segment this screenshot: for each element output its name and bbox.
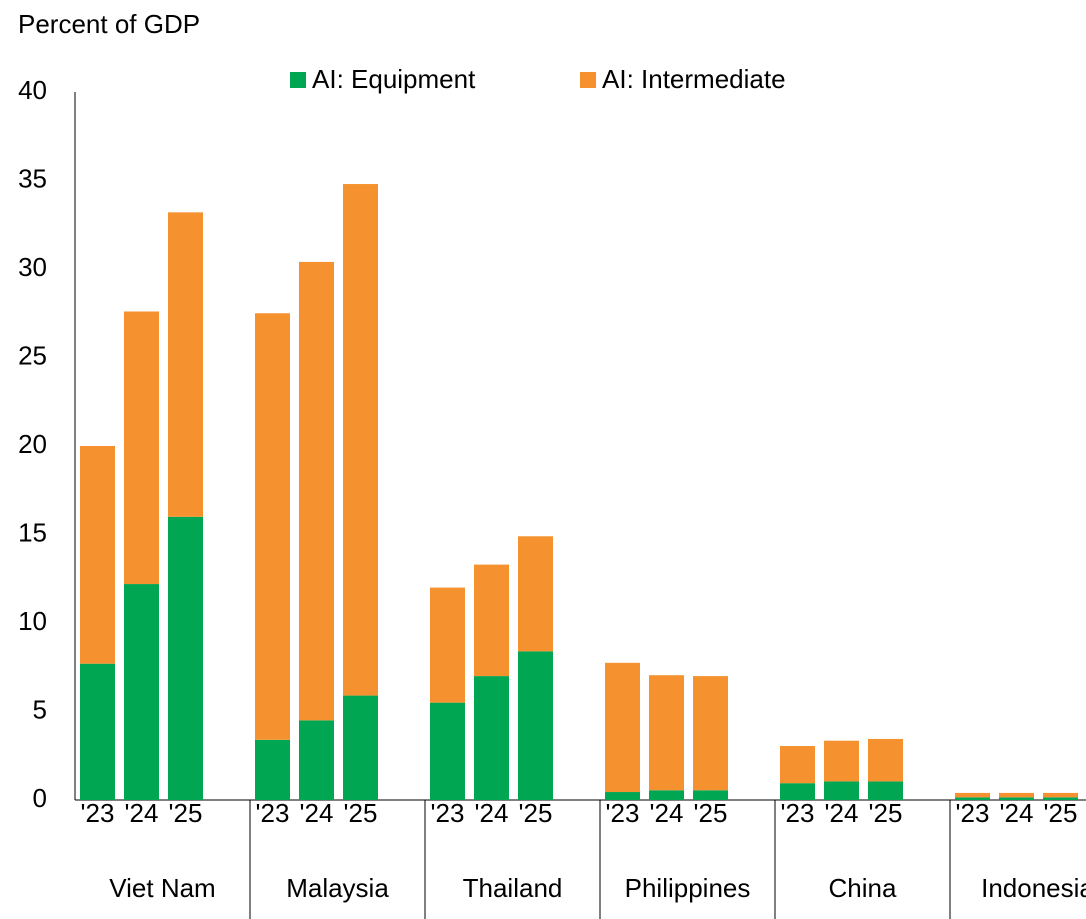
y-tick-label: 5 <box>33 694 47 724</box>
x-tick-label: '24 <box>475 798 509 828</box>
x-tick-label: '23 <box>256 798 290 828</box>
bar-segment <box>649 675 684 791</box>
x-tick-label: '25 <box>1044 798 1078 828</box>
bar-segment <box>999 797 1034 800</box>
legend-label: AI: Equipment <box>312 64 476 94</box>
x-tick-label: '23 <box>956 798 990 828</box>
x-tick-label: '24 <box>650 798 684 828</box>
bar-segment <box>168 212 203 517</box>
bar-segment <box>124 584 159 800</box>
bar-segment <box>649 790 684 800</box>
x-tick-label: '24 <box>1000 798 1034 828</box>
group-label: Indonesia <box>981 873 1086 903</box>
bar-segment <box>605 662 640 793</box>
bar-segment <box>693 790 728 800</box>
bar-segment <box>474 564 509 677</box>
bar-segment <box>255 313 290 740</box>
legend-swatch <box>290 72 306 88</box>
bar-segment <box>780 783 815 800</box>
bar-segment <box>955 797 990 800</box>
y-tick-label: 20 <box>18 429 47 459</box>
bar-segment <box>518 536 553 652</box>
bar-segment <box>693 676 728 791</box>
bar-segment <box>124 311 159 585</box>
x-tick-label: '23 <box>431 798 465 828</box>
bar-segment <box>255 739 290 800</box>
bar-segment <box>824 781 859 800</box>
y-tick-label: 30 <box>18 252 47 282</box>
group-label: Thailand <box>463 873 563 903</box>
bar-segment <box>343 184 378 696</box>
x-tick-label: '25 <box>169 798 203 828</box>
bar-segment <box>430 587 465 703</box>
x-tick-label: '23 <box>81 798 115 828</box>
bar-segment <box>80 446 115 664</box>
x-tick-label: '23 <box>606 798 640 828</box>
x-tick-label: '24 <box>300 798 334 828</box>
x-tick-label: '25 <box>869 798 903 828</box>
bar-segment <box>999 792 1034 798</box>
legend-swatch <box>580 72 596 88</box>
bar-segment <box>1043 792 1078 798</box>
group-label: Viet Nam <box>109 873 215 903</box>
bar-segment <box>780 746 815 784</box>
bar-segment <box>299 261 334 721</box>
legend-label: AI: Intermediate <box>602 64 786 94</box>
bar-segment <box>868 781 903 800</box>
x-tick-label: '25 <box>344 798 378 828</box>
y-tick-label: 10 <box>18 606 47 636</box>
bar-segment <box>343 695 378 800</box>
bar-segment <box>955 792 990 798</box>
x-tick-label: '24 <box>125 798 159 828</box>
bar-segment <box>605 792 640 800</box>
x-tick-label: '25 <box>694 798 728 828</box>
bar-segment <box>299 720 334 800</box>
y-tick-label: 0 <box>33 783 47 813</box>
bar-segment <box>518 651 553 800</box>
group-label: Malaysia <box>286 873 389 903</box>
y-tick-label: 40 <box>18 75 47 105</box>
x-tick-label: '24 <box>825 798 859 828</box>
y-axis-label: Percent of GDP <box>18 9 200 39</box>
bar-segment <box>474 676 509 800</box>
bar-segment <box>1043 797 1078 800</box>
bar-segment <box>80 663 115 800</box>
x-tick-label: '25 <box>519 798 553 828</box>
y-tick-label: 35 <box>18 163 47 193</box>
y-tick-label: 25 <box>18 340 47 370</box>
bar-segment <box>430 702 465 800</box>
bar-segment <box>868 738 903 782</box>
group-label: Philippines <box>625 873 751 903</box>
bar-segment <box>168 516 203 800</box>
x-tick-label: '23 <box>781 798 815 828</box>
group-label: China <box>829 873 897 903</box>
bar-segment <box>824 740 859 782</box>
y-tick-label: 15 <box>18 517 47 547</box>
